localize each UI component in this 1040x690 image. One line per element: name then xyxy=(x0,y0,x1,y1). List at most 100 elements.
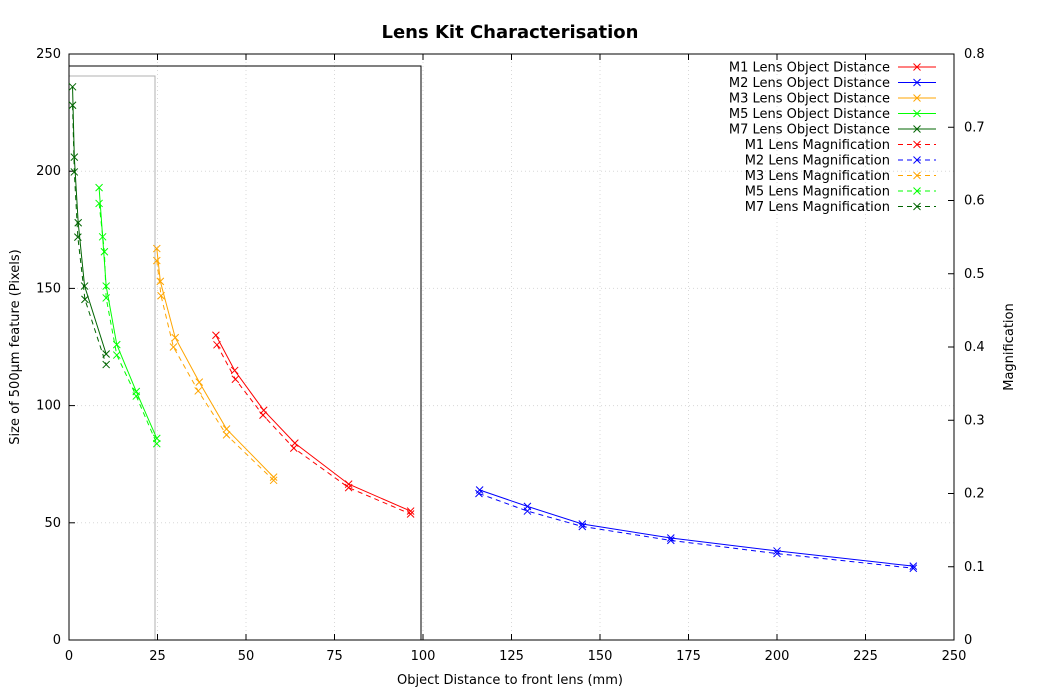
data-point xyxy=(194,387,203,395)
data-point xyxy=(195,378,204,387)
data-point xyxy=(152,439,161,448)
marker-stroke-b xyxy=(102,360,111,369)
y2-tick-label: 0.2 xyxy=(964,487,985,502)
marker-stroke-b xyxy=(95,183,103,192)
data-point xyxy=(102,294,111,302)
marker-stroke-b xyxy=(475,489,483,498)
legend-label: M7 Lens Object Distance xyxy=(729,123,890,138)
data-point xyxy=(100,247,109,256)
series-3 xyxy=(152,244,278,481)
marker-stroke-b xyxy=(222,425,231,433)
legend-marker xyxy=(913,156,921,164)
data-point xyxy=(773,549,781,558)
series-line xyxy=(156,260,274,481)
data-point xyxy=(152,244,161,253)
marker-stroke-b xyxy=(259,411,267,419)
x-tick-label: 225 xyxy=(853,649,878,664)
x-tick-label: 175 xyxy=(676,649,701,664)
x-tick-label: 200 xyxy=(765,649,790,664)
data-point xyxy=(269,476,278,485)
marker-stroke-b xyxy=(913,109,921,118)
data-point xyxy=(132,392,141,400)
x-tick-label: 250 xyxy=(942,649,967,664)
x-tick-label: 0 xyxy=(65,649,73,664)
legend-marker xyxy=(913,78,921,87)
x-tick-label: 125 xyxy=(499,649,524,664)
data-point xyxy=(475,489,483,498)
marker-stroke-b xyxy=(578,522,587,531)
y-tick-label: 100 xyxy=(36,399,61,414)
series-8 xyxy=(152,256,278,485)
series-line xyxy=(478,493,914,569)
data-point xyxy=(68,101,77,110)
series-9 xyxy=(95,199,161,448)
marker-stroke-b xyxy=(913,140,921,149)
marker-stroke-b xyxy=(194,387,203,395)
outer-region-box xyxy=(68,65,422,641)
marker-stroke-b xyxy=(773,547,781,555)
data-point xyxy=(102,360,111,369)
x-tick-label: 150 xyxy=(588,649,613,664)
marker-stroke-b xyxy=(406,510,415,518)
marker-stroke-b xyxy=(913,94,921,102)
data-point xyxy=(523,507,532,515)
marker-stroke-b xyxy=(132,392,141,400)
legend-marker xyxy=(913,125,921,133)
legend-marker xyxy=(913,187,921,195)
marker-stroke-b xyxy=(112,351,121,359)
marker-stroke-b xyxy=(102,294,111,302)
inner-region-box xyxy=(68,75,156,641)
series-4 xyxy=(95,183,161,443)
y-tick-label: 150 xyxy=(36,281,61,296)
data-point xyxy=(81,295,89,304)
data-point xyxy=(222,425,231,433)
data-point xyxy=(666,536,675,545)
marker-stroke-b xyxy=(269,473,278,481)
series-6 xyxy=(213,340,415,518)
marker-stroke-b xyxy=(152,439,161,448)
marker-stroke-b xyxy=(269,476,278,485)
data-point xyxy=(74,218,83,227)
series-2 xyxy=(475,486,918,571)
marker-stroke-b xyxy=(73,233,82,241)
series-1 xyxy=(212,331,415,515)
data-point xyxy=(231,375,240,384)
legend-marker xyxy=(913,94,921,102)
data-point xyxy=(344,480,353,488)
data-point xyxy=(70,153,79,161)
marker-stroke-b xyxy=(913,78,921,87)
series-line xyxy=(479,489,914,567)
y2-tick-label: 0.4 xyxy=(964,340,985,355)
marker-stroke-b xyxy=(156,277,165,286)
data-point xyxy=(290,439,299,447)
series-line xyxy=(215,335,411,512)
y2-tick-label: 0.3 xyxy=(964,413,985,428)
data-point xyxy=(212,331,220,340)
legend-label: M3 Lens Object Distance xyxy=(729,92,890,107)
data-point xyxy=(152,256,161,265)
data-point xyxy=(169,343,178,351)
marker-stroke-b xyxy=(212,331,220,340)
series-10 xyxy=(68,101,111,369)
data-point xyxy=(213,340,221,349)
series-line xyxy=(98,187,158,439)
data-point xyxy=(157,291,165,300)
data-point xyxy=(259,411,267,419)
legend-label: M1 Lens Object Distance xyxy=(729,61,890,76)
legend-label: M5 Lens Object Distance xyxy=(729,107,890,122)
axis-ticks: 0 25 50 75 100 125 150 175 200 225 250050100150200… xyxy=(36,47,985,664)
marker-stroke-b xyxy=(913,171,921,180)
data-point xyxy=(80,282,89,290)
x-tick-label: 100 xyxy=(411,649,436,664)
marker-stroke-b xyxy=(523,507,532,515)
data-point xyxy=(98,232,107,241)
marker-stroke-b xyxy=(100,247,109,256)
marker-stroke-b xyxy=(152,256,161,265)
y2-tick-label: 0 xyxy=(964,633,972,648)
y-axis-label: Size of 500μm feature (Pixels) xyxy=(8,249,23,444)
data-point xyxy=(171,333,180,342)
chart-title: Lens Kit Characterisation xyxy=(381,22,638,43)
data-point xyxy=(95,183,103,192)
